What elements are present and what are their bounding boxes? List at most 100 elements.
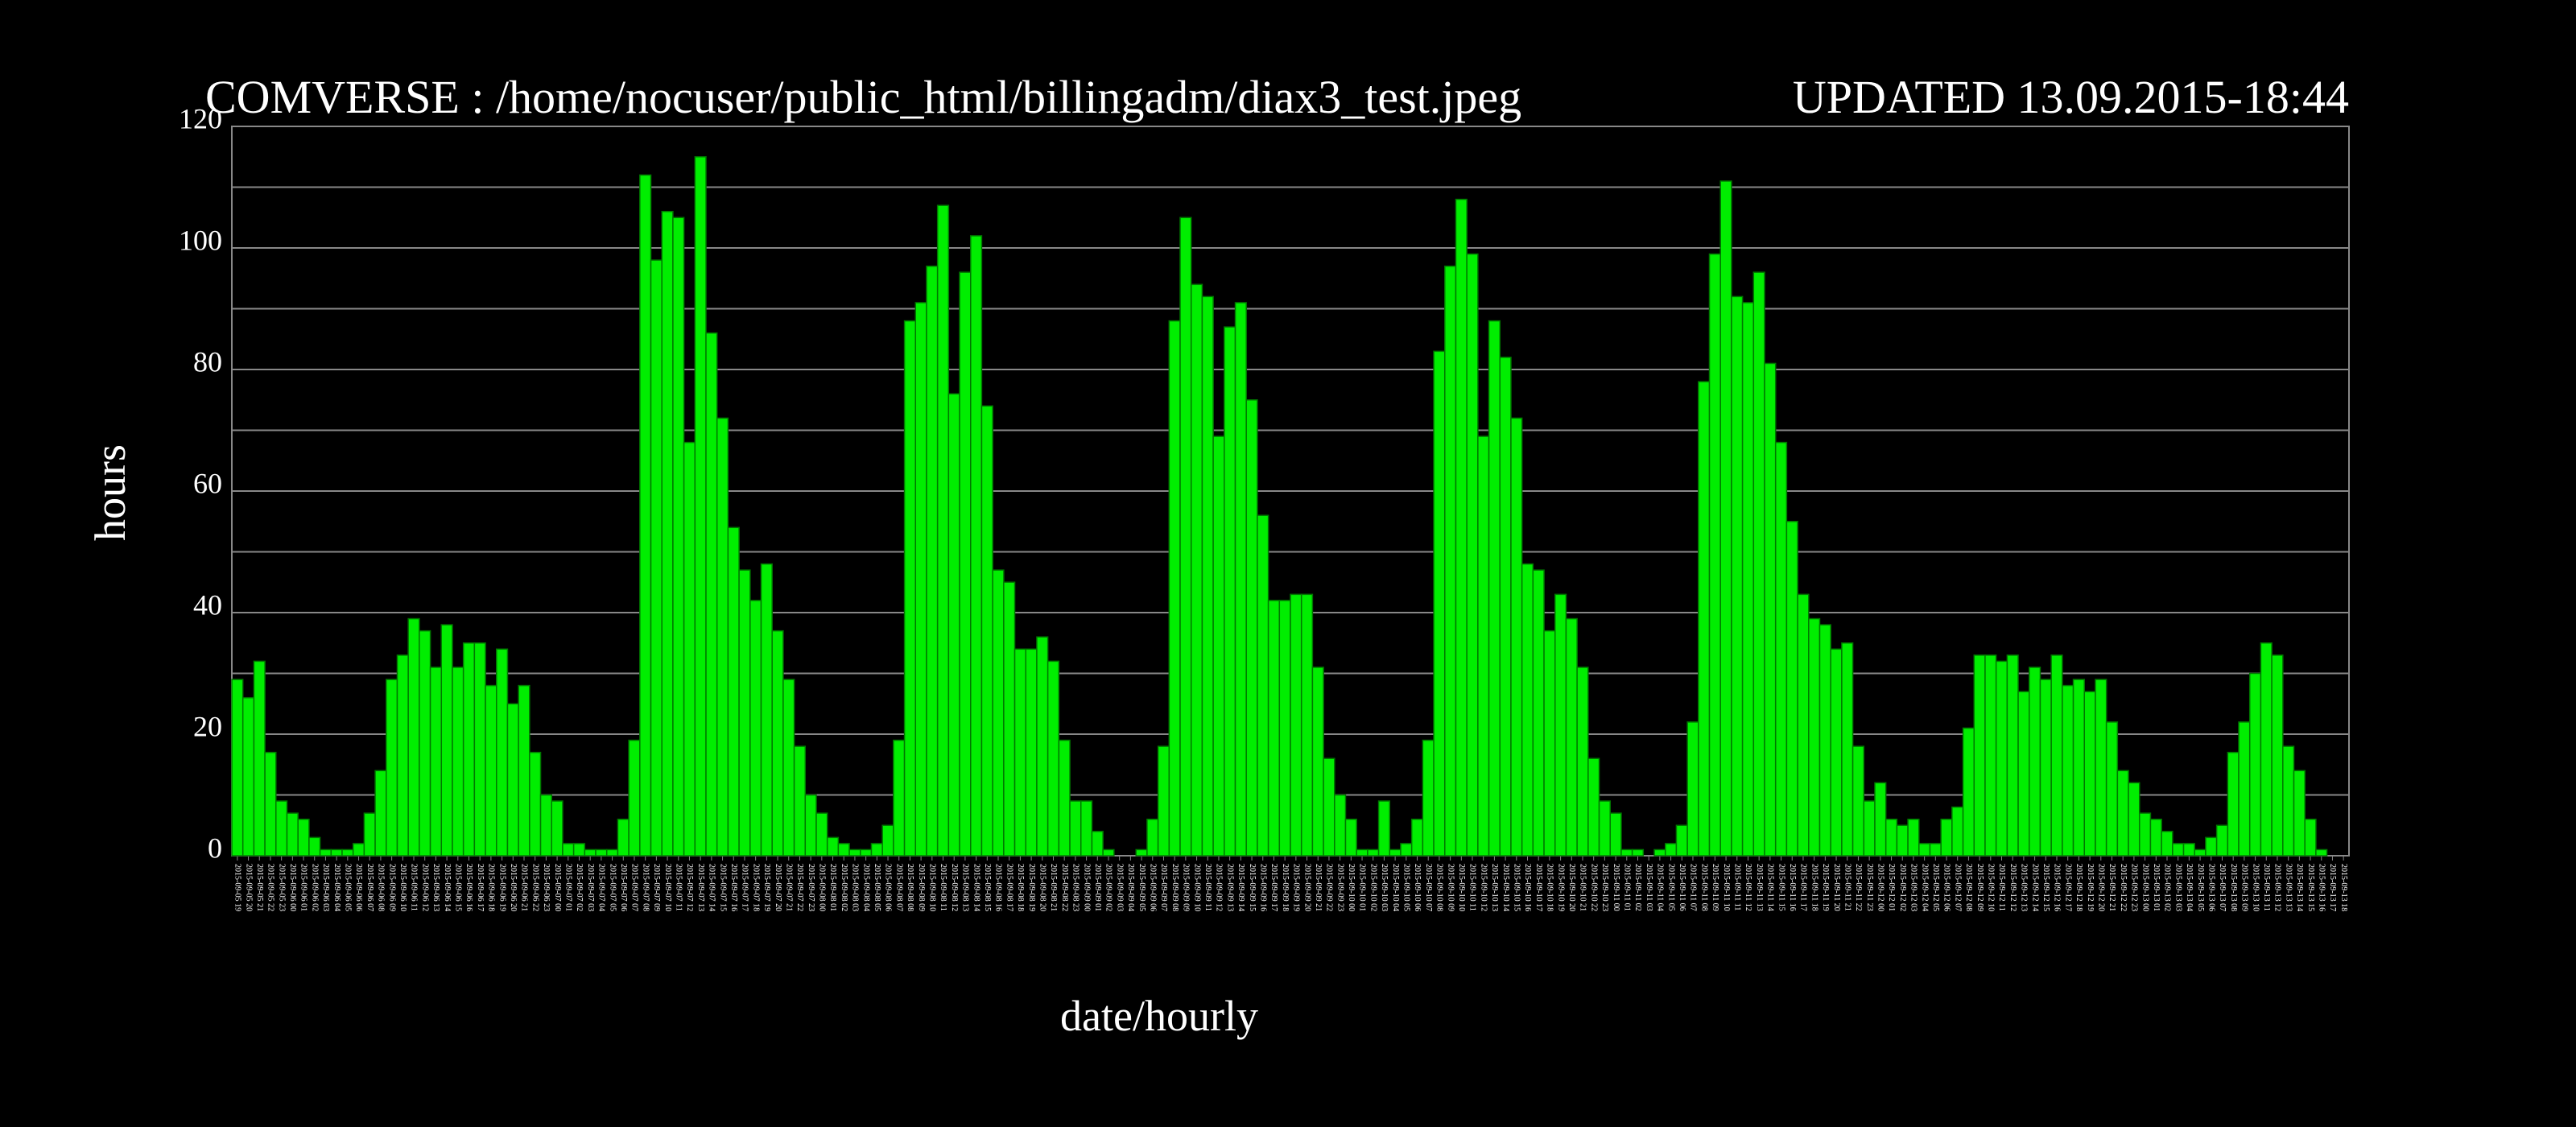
bar bbox=[1168, 320, 1181, 857]
bar bbox=[2205, 836, 2218, 857]
x-axis-label: date/hourly bbox=[1060, 992, 1258, 1040]
bar bbox=[881, 824, 894, 857]
x-tick-label: 2015-09-08 19 bbox=[1027, 864, 1036, 911]
x-tick-label: 2015-09-05 20 bbox=[244, 864, 253, 911]
x-tick-label: 2015-09-08 08 bbox=[906, 864, 914, 911]
bar bbox=[793, 745, 807, 857]
bar bbox=[1499, 357, 1512, 857]
bar bbox=[1587, 758, 1600, 857]
bar bbox=[352, 843, 365, 857]
x-tick-label: 2015-09-13 07 bbox=[2218, 864, 2227, 911]
x-tick-label: 2015-09-09 19 bbox=[1292, 864, 1301, 911]
bar bbox=[1400, 843, 1413, 857]
x-tick-label: 2015-09-13 15 bbox=[2306, 864, 2315, 911]
x-tick-label: 2015-09-12 07 bbox=[1953, 864, 1962, 911]
x-tick-label: 2015-09-10 10 bbox=[1457, 864, 1466, 911]
bar bbox=[1013, 648, 1027, 857]
x-tick-label: 2015-09-13 09 bbox=[2240, 864, 2249, 911]
x-tick-label: 2015-09-08 02 bbox=[840, 864, 848, 911]
x-tick-label: 2015-09-07 11 bbox=[674, 864, 683, 911]
x-tick-label: 2015-09-10 22 bbox=[1589, 864, 1598, 911]
bar bbox=[1179, 217, 1192, 857]
bar bbox=[1973, 654, 1986, 857]
x-tick-label: 2015-09-06 13 bbox=[431, 864, 440, 911]
x-tick-label: 2015-09-06 07 bbox=[365, 864, 374, 911]
x-tick-label: 2015-09-11 05 bbox=[1666, 864, 1675, 911]
bar bbox=[529, 751, 542, 857]
x-tick-label: 2015-09-13 02 bbox=[2163, 864, 2172, 911]
x-tick-label: 2015-09-07 02 bbox=[575, 864, 584, 911]
x-tick-label: 2015-09-12 02 bbox=[1898, 864, 1907, 911]
bar bbox=[970, 235, 983, 857]
x-tick-label: 2015-09-06 12 bbox=[420, 864, 429, 911]
x-tick-label: 2015-09-13 03 bbox=[2174, 864, 2182, 911]
bar bbox=[1631, 848, 1645, 857]
x-tick-label: 2015-09-11 04 bbox=[1656, 864, 1665, 911]
bar bbox=[1080, 800, 1093, 857]
bar bbox=[760, 563, 773, 857]
bar bbox=[815, 812, 828, 857]
x-tick-label: 2015-09-06 18 bbox=[487, 864, 496, 911]
x-tick-label: 2015-09-06 09 bbox=[387, 864, 396, 911]
bar bbox=[837, 843, 850, 857]
x-tick-label: 2015-09-12 21 bbox=[2107, 864, 2116, 911]
bar bbox=[1245, 399, 1258, 857]
bar bbox=[1774, 441, 1788, 857]
x-tick-label: 2015-09-12 10 bbox=[1987, 864, 1996, 911]
bar bbox=[893, 739, 906, 857]
x-tick-label: 2015-09-13 13 bbox=[2284, 864, 2293, 911]
x-tick-label: 2015-09-09 02 bbox=[1104, 864, 1113, 911]
x-tick-label: 2015-09-06 14 bbox=[443, 864, 452, 911]
x-tick-label: 2015-09-08 03 bbox=[851, 864, 860, 911]
bar bbox=[1818, 624, 1831, 857]
bar bbox=[1488, 320, 1501, 857]
x-tick-label: 2015-09-11 17 bbox=[1799, 864, 1808, 911]
bar bbox=[452, 667, 464, 857]
x-tick-label: 2015-09-10 16 bbox=[1523, 864, 1532, 911]
bar bbox=[1995, 660, 2008, 857]
bar bbox=[1940, 818, 1953, 857]
bar bbox=[2083, 691, 2096, 857]
x-tick-label: 2015-09-10 04 bbox=[1391, 864, 1400, 911]
bar bbox=[1741, 302, 1755, 857]
x-tick-label: 2015-09-07 05 bbox=[608, 864, 617, 911]
x-tick-label: 2015-09-08 05 bbox=[873, 864, 881, 911]
bar bbox=[319, 848, 332, 857]
x-tick-label: 2015-09-11 23 bbox=[1865, 864, 1874, 911]
bar bbox=[903, 320, 917, 857]
bar bbox=[1830, 648, 1843, 857]
x-tick-label: 2015-09-10 23 bbox=[1600, 864, 1609, 911]
y-axis-label: hours bbox=[86, 444, 134, 541]
x-tick-label: 2015-09-08 06 bbox=[884, 864, 893, 911]
bar bbox=[1653, 848, 1666, 857]
x-tick-label: 2015-09-09 14 bbox=[1236, 864, 1245, 911]
x-tick-label: 2015-09-12 22 bbox=[2119, 864, 2128, 911]
x-tick-label: 2015-09-11 21 bbox=[1843, 864, 1852, 911]
bar bbox=[1785, 521, 1798, 857]
x-tick-label: 2015-09-11 19 bbox=[1821, 864, 1830, 911]
bar bbox=[1962, 727, 1975, 857]
bar bbox=[1731, 295, 1744, 857]
x-tick-label: 2015-09-05 21 bbox=[255, 864, 264, 911]
bar bbox=[926, 265, 939, 857]
x-tick-label: 2015-09-08 11 bbox=[939, 864, 947, 911]
x-tick-label: 2015-09-11 16 bbox=[1788, 864, 1797, 911]
chart-title: COMVERSE : /home/nocuser/public_html/bil… bbox=[205, 71, 1521, 123]
bar bbox=[1609, 812, 1622, 857]
x-tick-label: 2015-09-07 04 bbox=[597, 864, 606, 911]
bar bbox=[2105, 721, 2119, 857]
x-tick-label: 2015-09-07 08 bbox=[641, 864, 650, 911]
bar bbox=[1377, 800, 1391, 857]
bar bbox=[1708, 253, 1721, 857]
bar bbox=[539, 794, 552, 857]
bar bbox=[1686, 721, 1699, 857]
bar bbox=[562, 843, 575, 857]
x-tick-label: 2015-09-09 04 bbox=[1126, 864, 1135, 911]
bar bbox=[2017, 691, 2030, 857]
y-tick-label: 20 bbox=[193, 710, 222, 742]
bar bbox=[870, 843, 883, 857]
x-tick-label: 2015-09-07 20 bbox=[774, 864, 782, 911]
x-tick-label: 2015-09-07 18 bbox=[751, 864, 760, 911]
x-tick-label: 2015-09-07 06 bbox=[619, 864, 628, 911]
bar bbox=[1797, 593, 1810, 857]
